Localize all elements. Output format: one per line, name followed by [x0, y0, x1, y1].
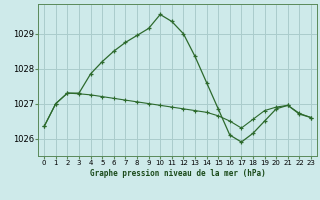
- X-axis label: Graphe pression niveau de la mer (hPa): Graphe pression niveau de la mer (hPa): [90, 169, 266, 178]
